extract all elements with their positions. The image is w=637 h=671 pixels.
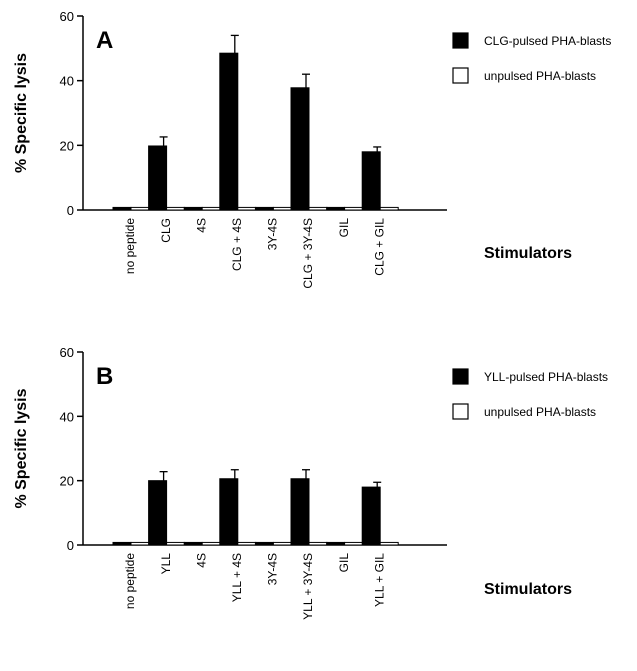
bar-pulsed bbox=[361, 151, 381, 211]
x-axis-title: Stimulators bbox=[484, 581, 572, 598]
bar-unpulsed bbox=[308, 206, 328, 211]
y-tick-label: 40 bbox=[60, 409, 74, 424]
category-label: YLL + 4S bbox=[230, 553, 244, 602]
category-label: 3Y-4S bbox=[266, 218, 280, 250]
category-label: CLG bbox=[159, 218, 173, 243]
bar-pulsed bbox=[148, 480, 168, 546]
x-axis-title: Stimulators bbox=[484, 245, 572, 262]
bar-pulsed bbox=[112, 206, 132, 211]
bar-unpulsed bbox=[166, 541, 186, 546]
legend-swatch bbox=[452, 403, 469, 420]
bar-pulsed bbox=[219, 52, 239, 211]
y-tick-label: 20 bbox=[60, 474, 74, 489]
bar-pulsed bbox=[183, 541, 203, 546]
bar-unpulsed bbox=[344, 206, 364, 211]
panel-letter: B bbox=[96, 363, 113, 390]
category-label: YLL + 3Y-4S bbox=[301, 553, 315, 620]
y-tick-label: 0 bbox=[67, 203, 74, 218]
bar-pulsed bbox=[219, 478, 239, 546]
y-axis-title: % Specific lysis bbox=[13, 388, 30, 508]
bar-unpulsed bbox=[237, 541, 257, 546]
bar-pulsed bbox=[326, 541, 346, 546]
bar-unpulsed bbox=[272, 206, 292, 211]
bar-unpulsed bbox=[379, 541, 399, 546]
bar-pulsed bbox=[290, 478, 310, 546]
legend-label: CLG-pulsed PHA-blasts bbox=[484, 34, 611, 48]
bar-pulsed bbox=[361, 486, 381, 546]
legend-swatch bbox=[452, 67, 469, 84]
bar-pulsed bbox=[290, 87, 310, 211]
bar-unpulsed bbox=[130, 206, 150, 211]
bar-unpulsed bbox=[308, 541, 328, 546]
y-tick-label: 60 bbox=[60, 9, 74, 24]
category-label: no peptide bbox=[123, 553, 137, 609]
category-label: YLL bbox=[159, 553, 173, 575]
bar-unpulsed bbox=[130, 541, 150, 546]
category-label: CLG + 3Y-4S bbox=[301, 218, 315, 289]
bar-unpulsed bbox=[201, 541, 221, 546]
legend-swatch bbox=[452, 32, 469, 49]
legend-swatch bbox=[452, 368, 469, 385]
category-label: CLG + GIL bbox=[372, 218, 386, 276]
chart-panel-a: 0 20 40 60 % Specific lysis Ano peptide CLG 4S C… bbox=[13, 9, 611, 289]
bar-pulsed bbox=[112, 541, 132, 546]
bar-unpulsed bbox=[272, 541, 292, 546]
category-label: CLG + 4S bbox=[230, 218, 244, 271]
y-axis-title: % Specific lysis bbox=[13, 53, 30, 173]
bar-unpulsed bbox=[201, 206, 221, 211]
bar-unpulsed bbox=[344, 541, 364, 546]
bar-unpulsed bbox=[237, 206, 257, 211]
y-tick-label: 20 bbox=[60, 138, 74, 153]
bar-pulsed bbox=[254, 541, 274, 546]
bar-unpulsed bbox=[166, 206, 186, 211]
category-label: no peptide bbox=[123, 218, 137, 274]
bar-pulsed bbox=[148, 145, 168, 211]
y-tick-label: 0 bbox=[67, 538, 74, 553]
bar-pulsed bbox=[183, 206, 203, 211]
chart-panel-b: 0 20 40 60 % Specific lysis Bno peptide YLL 4S Y… bbox=[13, 345, 608, 620]
bar-unpulsed bbox=[379, 206, 399, 211]
bar-pulsed bbox=[326, 206, 346, 211]
category-label: 3Y-4S bbox=[266, 553, 280, 585]
category-label: YLL + GIL bbox=[372, 553, 386, 607]
legend-label: unpulsed PHA-blasts bbox=[484, 69, 596, 83]
legend-label: unpulsed PHA-blasts bbox=[484, 405, 596, 419]
category-label: 4S bbox=[194, 553, 208, 568]
legend-label: YLL-pulsed PHA-blasts bbox=[484, 370, 608, 384]
y-tick-label: 60 bbox=[60, 345, 74, 360]
y-tick-label: 40 bbox=[60, 74, 74, 89]
category-label: GIL bbox=[337, 553, 351, 573]
category-label: 4S bbox=[194, 218, 208, 233]
category-label: GIL bbox=[337, 218, 351, 238]
panel-letter: A bbox=[96, 27, 113, 54]
bar-pulsed bbox=[254, 206, 274, 211]
